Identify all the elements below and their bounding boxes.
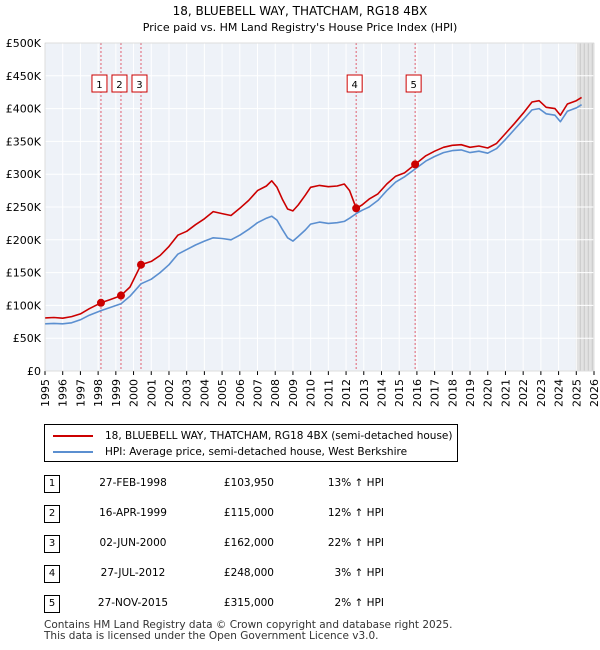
x-tick-label: 2010 (305, 379, 318, 407)
transaction-date: 16-APR-1999 (99, 507, 167, 519)
footer-line: Contains HM Land Registry data © Crown c… (44, 619, 453, 631)
sale-point (411, 160, 420, 169)
x-tick-label: 2009 (287, 379, 300, 407)
sale-label-box (405, 74, 422, 93)
x-tick-label: 1995 (39, 379, 52, 407)
transaction-number: 2 (44, 505, 60, 523)
x-tick-label: 2022 (517, 379, 530, 407)
plot-border (44, 42, 595, 372)
x-tick-label: 2015 (393, 379, 406, 407)
sale-label: 5 (410, 80, 416, 91)
x-tick-label: 2019 (464, 379, 477, 407)
x-tick-label: 1997 (74, 379, 87, 407)
x-tick-label: 2017 (429, 379, 442, 407)
footer-line: This data is licensed under the Open Gov… (44, 630, 379, 642)
sale-label-box (111, 74, 128, 93)
transaction-price: £162,000 (223, 537, 274, 549)
sale-label: 3 (136, 80, 142, 91)
legend-item-hpi: HPI: Average price, semi-detached house,… (53, 444, 407, 460)
sale-label-box (131, 74, 148, 93)
x-tick-label: 2018 (446, 379, 459, 407)
legend-line-property (53, 435, 93, 437)
x-tick-label: 1998 (92, 379, 105, 407)
transaction-price: £315,000 (223, 597, 274, 609)
chart-title: 18, BLUEBELL WAY, THATCHAM, RG18 4BX (173, 4, 428, 18)
transaction-number: 5 (44, 595, 60, 613)
sale-point (116, 291, 125, 300)
y-tick-label: £0 (27, 365, 41, 378)
transaction-hpi-diff: 12% ↑ HPI (327, 507, 384, 519)
transaction-hpi-diff: 22% ↑ HPI (327, 537, 384, 549)
sale-point (352, 204, 361, 213)
transaction-hpi-diff: 2% ↑ HPI (334, 597, 384, 609)
y-tick-label: £350K (6, 135, 42, 148)
transaction-number: 4 (44, 565, 60, 583)
x-tick-label: 2012 (340, 379, 353, 407)
transaction-number: 1 (44, 475, 60, 493)
x-tick-label: 2016 (411, 379, 424, 407)
transaction-price: £248,000 (223, 567, 274, 579)
sale-point (96, 298, 105, 307)
sale-label: 2 (116, 80, 122, 91)
legend-label-property: 18, BLUEBELL WAY, THATCHAM, RG18 4BX (se… (105, 430, 453, 442)
x-tick-label: 2000 (128, 379, 141, 407)
legend-label-hpi: HPI: Average price, semi-detached house,… (105, 446, 408, 458)
sale-label: 1 (96, 80, 102, 91)
price-chart: 18, BLUEBELL WAY, THATCHAM, RG18 4BX Pri… (6, 4, 600, 407)
y-tick-label: £300K (6, 168, 42, 181)
sale-label-box (91, 74, 108, 93)
x-tick-label: 1996 (57, 379, 70, 407)
transaction-hpi-diff: 13% ↑ HPI (327, 477, 384, 489)
chart-subtitle: Price paid vs. HM Land Registry's House … (143, 21, 458, 34)
x-tick-label: 2020 (482, 379, 495, 407)
x-tick-label: 2006 (234, 379, 247, 407)
x-tick-label: 2011 (322, 379, 335, 407)
transaction-date: 27-JUL-2012 (100, 567, 166, 579)
x-tick-label: 2021 (499, 379, 512, 407)
transaction-date: 27-FEB-1998 (99, 477, 167, 489)
series-line (44, 96, 583, 319)
x-tick-label: 2003 (181, 379, 194, 407)
legend-line-hpi (53, 451, 93, 453)
transaction-number: 3 (44, 535, 60, 553)
x-tick-label: 2024 (553, 379, 566, 407)
transaction-price: £115,000 (223, 507, 274, 519)
x-tick-label: 2007 (252, 379, 265, 407)
legend-item-property: 18, BLUEBELL WAY, THATCHAM, RG18 4BX (se… (53, 428, 452, 444)
x-tick-label: 2025 (570, 379, 583, 407)
x-tick-label: 2004 (198, 379, 211, 407)
x-tick-label: 2001 (145, 379, 158, 407)
y-tick-label: £200K (6, 234, 42, 247)
x-tick-label: 2005 (216, 379, 229, 407)
y-tick-label: £500K (6, 37, 42, 50)
y-tick-label: £400K (6, 103, 42, 116)
x-tick-label: 2013 (358, 379, 371, 407)
x-tick-label: 2014 (375, 379, 388, 407)
sale-point (136, 260, 145, 269)
transaction-hpi-diff: 3% ↑ HPI (334, 567, 384, 579)
y-tick-label: £50K (13, 332, 42, 345)
sale-label-box (346, 74, 363, 93)
copyright-footer: Contains HM Land Registry data © Crown c… (44, 620, 452, 642)
transaction-price: £103,950 (223, 477, 274, 489)
sale-label: 4 (351, 80, 357, 91)
transaction-date: 27-NOV-2015 (97, 597, 169, 609)
x-tick-label: 2023 (535, 379, 548, 407)
x-tick-label: 2008 (269, 379, 282, 407)
x-tick-label: 2002 (163, 379, 176, 407)
y-tick-label: £150K (6, 267, 42, 280)
x-tick-label: 2026 (588, 379, 600, 407)
transaction-date: 02-JUN-2000 (99, 537, 167, 549)
series-line (44, 104, 583, 325)
y-tick-label: £100K (6, 299, 42, 312)
legend: 18, BLUEBELL WAY, THATCHAM, RG18 4BX (se… (44, 424, 458, 462)
x-tick-label: 1999 (110, 379, 123, 407)
y-tick-label: £450K (6, 70, 42, 83)
y-tick-label: £250K (6, 201, 42, 214)
